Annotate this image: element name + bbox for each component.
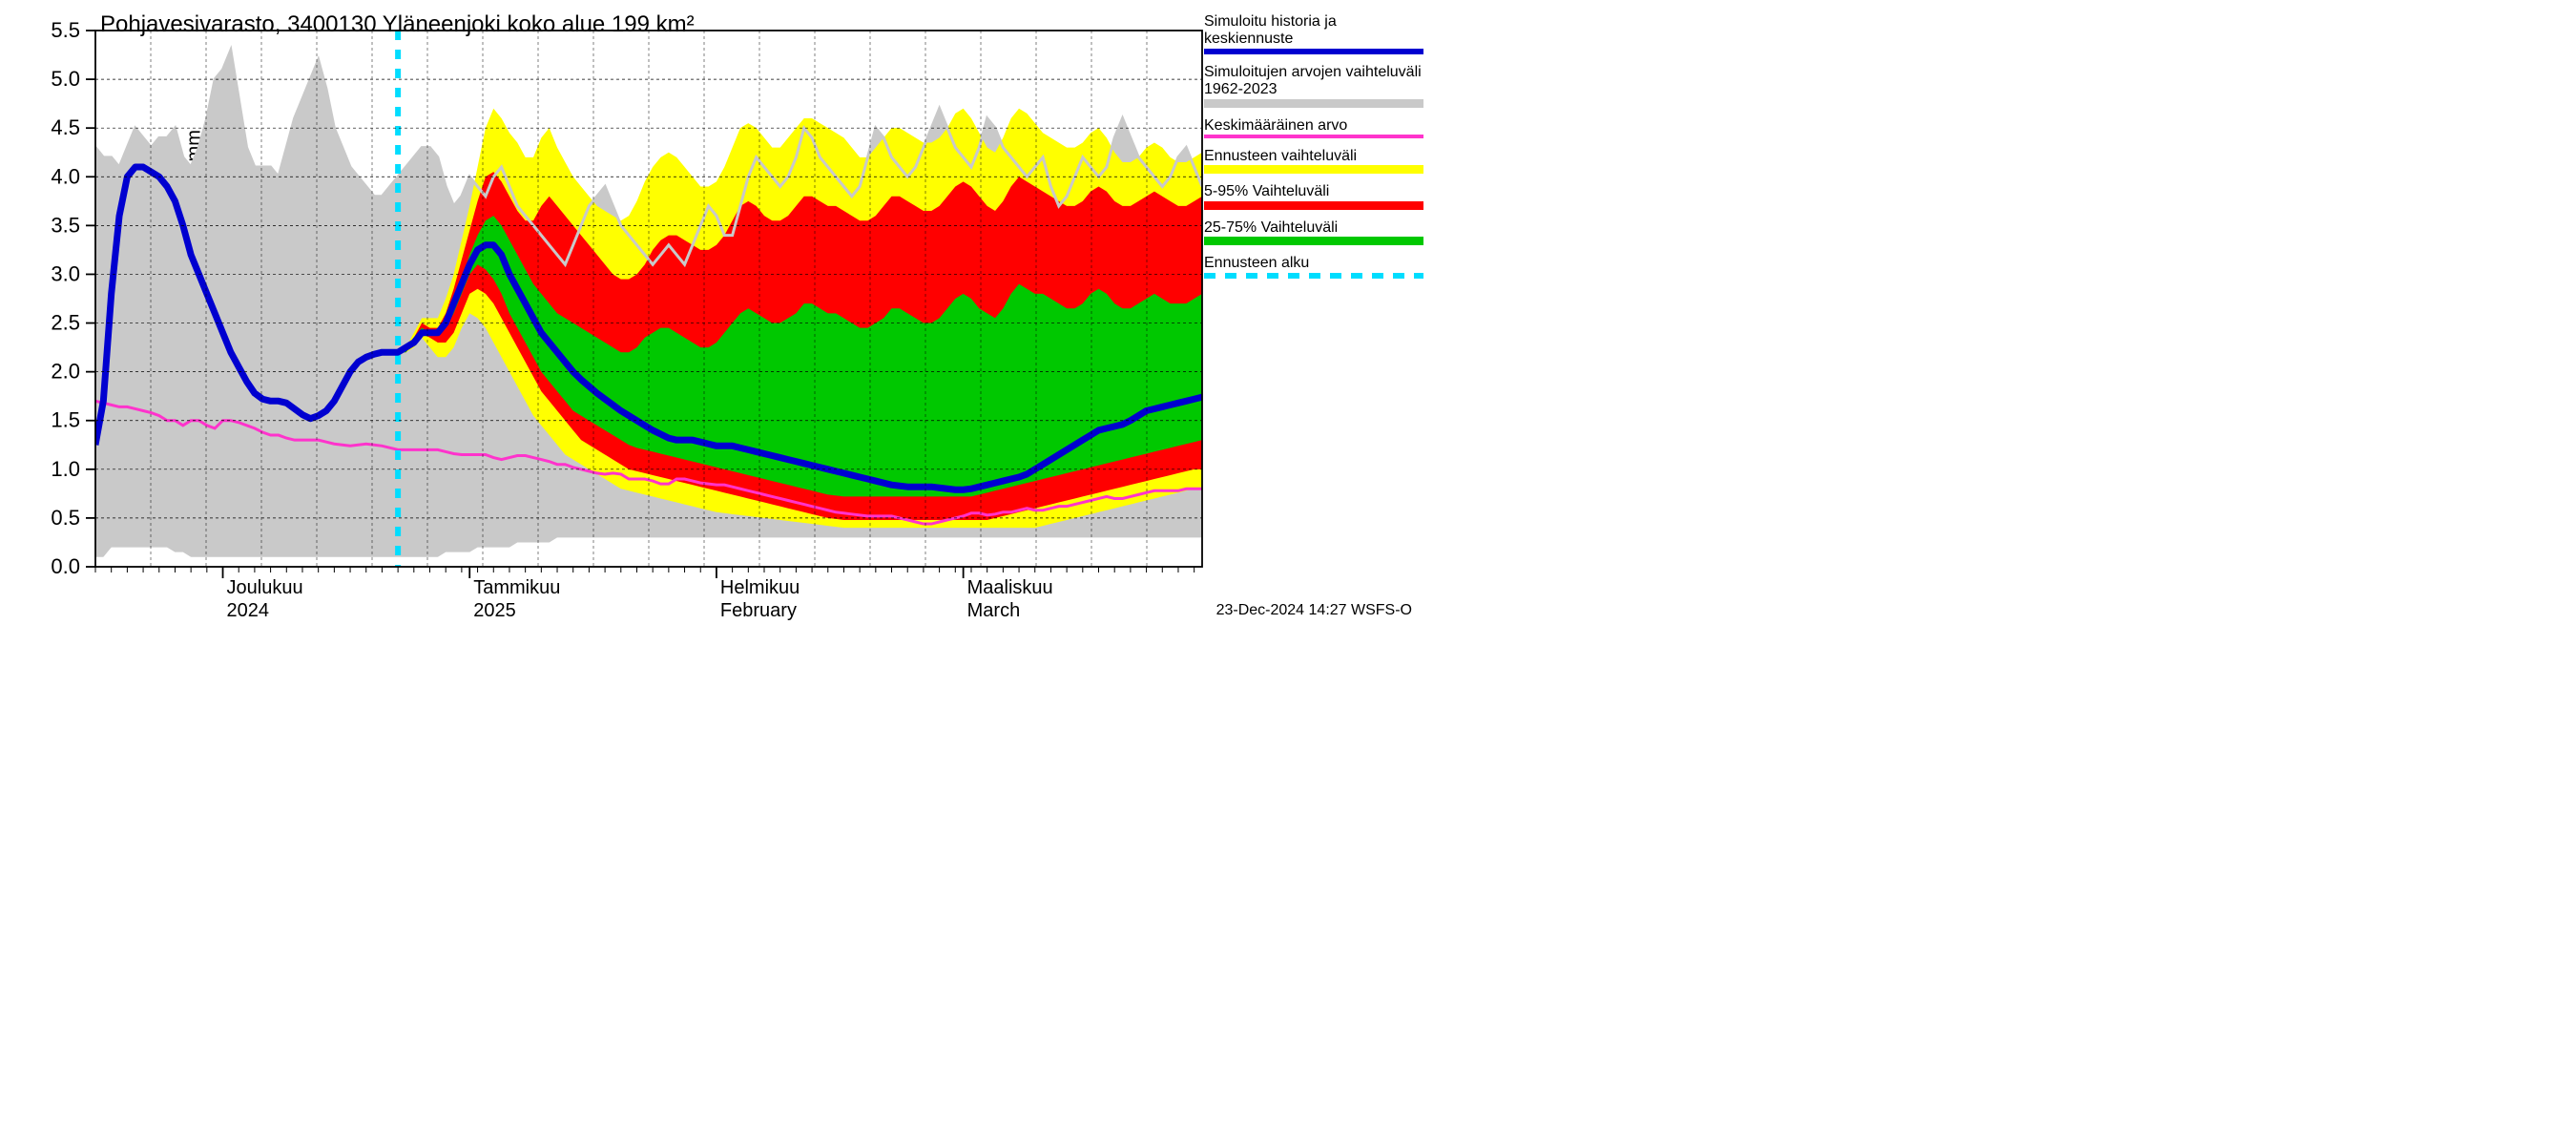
legend-label: Simuloitujen arvojen vaihteluväli 1962-2… (1204, 64, 1423, 99)
legend-swatch (1204, 273, 1423, 279)
svg-text:4.0: 4.0 (51, 164, 80, 188)
legend-swatch (1204, 237, 1423, 245)
svg-text:1.0: 1.0 (51, 457, 80, 481)
svg-text:0.0: 0.0 (51, 554, 80, 578)
legend-item: Ennusteen alku (1204, 255, 1423, 278)
legend-swatch (1204, 165, 1423, 174)
svg-text:4.5: 4.5 (51, 115, 80, 139)
svg-text:February: February (720, 600, 797, 621)
svg-text:3.0: 3.0 (51, 261, 80, 285)
legend-label: 25-75% Vaihteluväli (1204, 219, 1423, 237)
legend-item: Ennusteen vaihteluväli (1204, 148, 1423, 174)
svg-text:1.5: 1.5 (51, 408, 80, 432)
svg-text:Maaliskuu: Maaliskuu (967, 577, 1053, 598)
legend-swatch (1204, 201, 1423, 210)
svg-text:Tammikuu: Tammikuu (473, 577, 560, 598)
svg-text:Joulukuu: Joulukuu (227, 577, 303, 598)
svg-text:March: March (967, 600, 1021, 621)
legend-label: Ennusteen vaihteluväli (1204, 148, 1423, 165)
chart-container: Pohjavesivarasto / Groundwater storage m… (0, 0, 1431, 636)
legend-item: Simuloitujen arvojen vaihteluväli 1962-2… (1204, 64, 1423, 108)
legend-item: 5-95% Vaihteluväli (1204, 183, 1423, 209)
legend-item: Simuloitu historia ja keskiennuste (1204, 13, 1423, 54)
svg-text:5.5: 5.5 (51, 18, 80, 42)
legend-label: Keskimääräinen arvo (1204, 117, 1423, 135)
legend-label: 5-95% Vaihteluväli (1204, 183, 1423, 200)
svg-text:2.5: 2.5 (51, 311, 80, 335)
svg-text:2.0: 2.0 (51, 360, 80, 384)
svg-text:5.0: 5.0 (51, 67, 80, 91)
legend-swatch (1204, 135, 1423, 138)
legend-swatch (1204, 49, 1423, 54)
legend-item: Keskimääräinen arvo (1204, 117, 1423, 138)
svg-text:2025: 2025 (473, 600, 516, 621)
legend-label: Ennusteen alku (1204, 255, 1423, 272)
legend-item: 25-75% Vaihteluväli (1204, 219, 1423, 245)
legend-swatch (1204, 99, 1423, 108)
svg-text:2024: 2024 (227, 600, 270, 621)
legend: Simuloitu historia ja keskiennuste Simulo… (1204, 13, 1423, 288)
svg-text:Helmikuu: Helmikuu (720, 577, 800, 598)
legend-label: Simuloitu historia ja keskiennuste (1204, 13, 1423, 49)
svg-text:0.5: 0.5 (51, 506, 80, 530)
svg-text:3.5: 3.5 (51, 213, 80, 237)
